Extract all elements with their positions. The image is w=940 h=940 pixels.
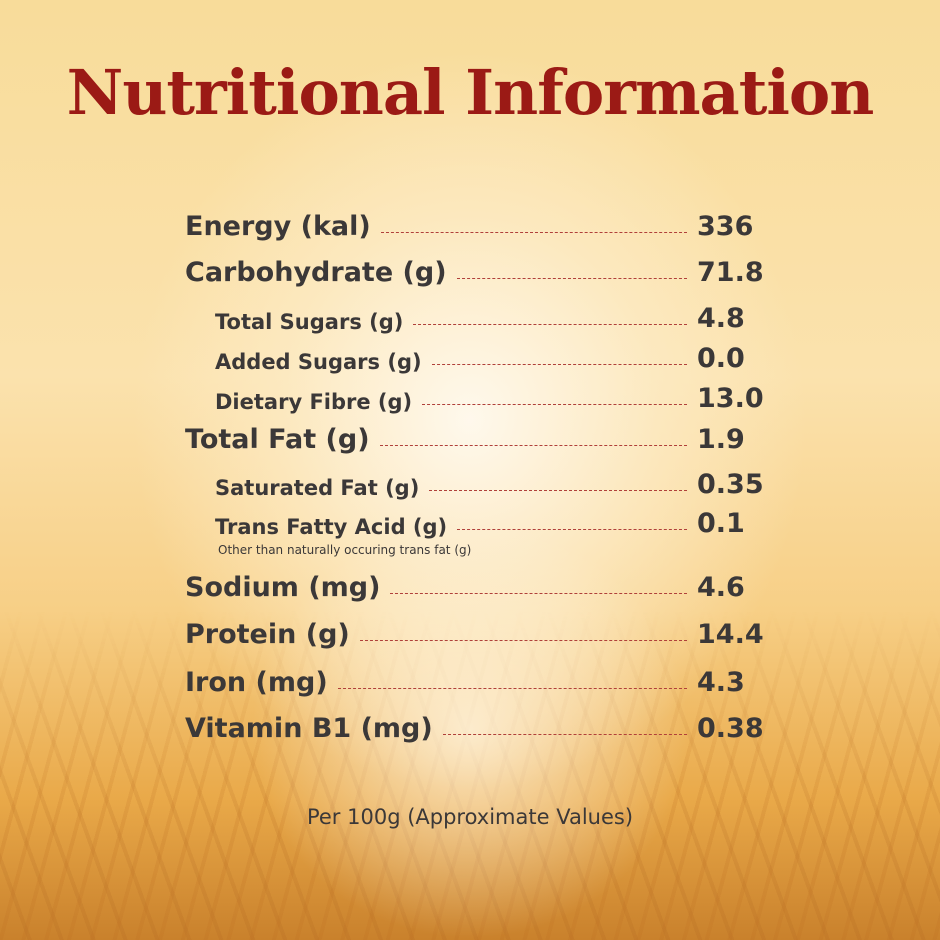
dashed-leader (359, 640, 687, 641)
dashed-leader (337, 688, 687, 689)
dashed-leader (442, 734, 687, 735)
nutrient-label: Protein (g) (185, 619, 350, 650)
nutrient-label: Total Fat (g) (185, 424, 370, 455)
nutrient-value: 336 (697, 211, 754, 242)
nutrient-value: 14.4 (697, 619, 764, 650)
nutrient-label: Added Sugars (g) (215, 350, 422, 374)
nutrient-value: 1.9 (697, 424, 745, 455)
nutrient-value: 4.8 (697, 303, 745, 334)
nutrient-label: Sodium (mg) (185, 572, 381, 603)
footer-note: Per 100g (Approximate Values) (306, 805, 634, 829)
nutrient-value: 0.35 (697, 469, 764, 500)
nutrient-label: Iron (mg) (185, 667, 328, 698)
dashed-leader (390, 593, 687, 594)
dashed-leader (456, 278, 687, 279)
background-glow (250, 520, 690, 940)
dashed-leader (413, 324, 687, 325)
nutrition-row: Iron (mg) 4.3 (185, 667, 763, 698)
nutrition-row: Energy (kal) 336 (185, 211, 763, 242)
dashed-leader (457, 529, 687, 530)
nutrient-label: Carbohydrate (g) (185, 257, 447, 288)
nutrition-row: Total Sugars (g) 4.8 (215, 303, 763, 334)
nutrient-value: 4.6 (697, 572, 745, 603)
nutrient-value: 0.38 (697, 713, 764, 744)
nutrient-value: 4.3 (697, 667, 745, 698)
nutrient-label: Trans Fatty Acid (g) (215, 515, 448, 539)
nutrition-row: Trans Fatty Acid (g) 0.1 (215, 508, 763, 539)
dashed-leader (429, 490, 687, 491)
nutrient-label: Total Sugars (g) (215, 310, 404, 334)
nutrition-row: Sodium (mg) 4.6 (185, 572, 763, 603)
nutrient-label: Vitamin B1 (mg) (185, 713, 433, 744)
nutrition-row: Carbohydrate (g) 71.8 (185, 257, 764, 288)
nutrition-row: Protein (g) 14.4 (185, 619, 764, 650)
nutrient-value: 0.1 (697, 508, 745, 539)
nutrient-value: 13.0 (697, 383, 764, 414)
dashed-leader (379, 445, 687, 446)
trans-fat-note: Other than naturally occuring trans fat … (218, 543, 472, 557)
nutrition-row: Total Fat (g) 1.9 (185, 424, 763, 455)
nutrient-value: 0.0 (697, 343, 745, 374)
dashed-leader (380, 232, 687, 233)
nutrient-label: Saturated Fat (g) (215, 476, 420, 500)
dashed-leader (431, 364, 687, 365)
nutrition-row: Dietary Fibre (g) 13.0 (215, 383, 764, 414)
nutrient-label: Energy (kal) (185, 211, 371, 242)
nutrition-row: Vitamin B1 (mg) 0.38 (185, 713, 764, 744)
nutrition-row: Saturated Fat (g) 0.35 (215, 469, 764, 500)
dashed-leader (422, 404, 687, 405)
page-title: Nutritional Information (66, 56, 875, 129)
nutrient-value: 71.8 (697, 257, 764, 288)
nutrient-label: Dietary Fibre (g) (215, 390, 413, 414)
nutrition-row: Added Sugars (g) 0.0 (215, 343, 763, 374)
